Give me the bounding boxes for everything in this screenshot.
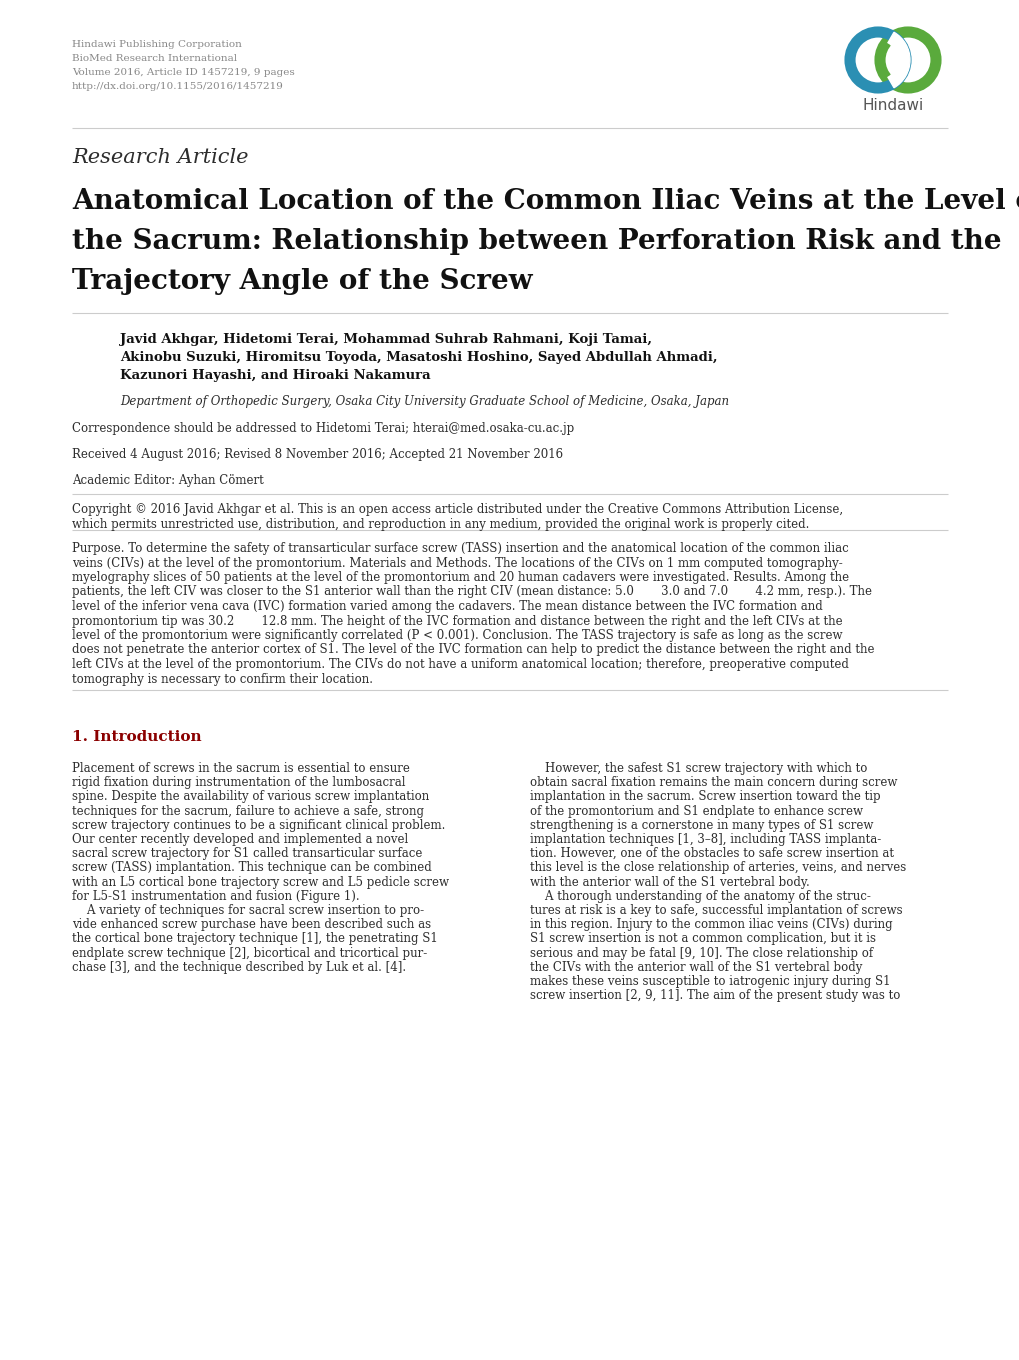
Text: http://dx.doi.org/10.1155/2016/1457219: http://dx.doi.org/10.1155/2016/1457219 (72, 82, 283, 91)
Text: the cortical bone trajectory technique [1], the penetrating S1: the cortical bone trajectory technique [… (72, 933, 437, 945)
Text: left CIVs at the level of the promontorium. The CIVs do not have a uniform anato: left CIVs at the level of the promontori… (72, 658, 848, 670)
Text: Anatomical Location of the Common Iliac Veins at the Level of: Anatomical Location of the Common Iliac … (72, 188, 1019, 215)
Text: level of the promontorium were significantly correlated (P < 0.001). Conclusion.: level of the promontorium were significa… (72, 628, 842, 642)
Text: of the promontorium and S1 endplate to enhance screw: of the promontorium and S1 endplate to e… (530, 805, 862, 817)
Text: Purpose. To determine the safety of transarticular surface screw (TASS) insertio: Purpose. To determine the safety of tran… (72, 543, 848, 555)
Text: Received 4 August 2016; Revised 8 November 2016; Accepted 21 November 2016: Received 4 August 2016; Revised 8 Novemb… (72, 447, 562, 461)
Text: in this region. Injury to the common iliac veins (CIVs) during: in this region. Injury to the common ili… (530, 918, 892, 932)
Text: the CIVs with the anterior wall of the S1 vertebral body: the CIVs with the anterior wall of the S… (530, 960, 861, 974)
Text: for L5-S1 instrumentation and fusion (Figure 1).: for L5-S1 instrumentation and fusion (Fi… (72, 889, 360, 903)
Text: Correspondence should be addressed to Hidetomi Terai; hterai@med.osaka-cu.ac.jp: Correspondence should be addressed to Hi… (72, 422, 574, 435)
Text: serious and may be fatal [9, 10]. The close relationship of: serious and may be fatal [9, 10]. The cl… (530, 947, 872, 960)
Wedge shape (888, 33, 909, 87)
Text: implantation in the sacrum. Screw insertion toward the tip: implantation in the sacrum. Screw insert… (530, 790, 879, 804)
Text: Javid Akhgar, Hidetomi Terai, Mohammad Suhrab Rahmani, Koji Tamai,: Javid Akhgar, Hidetomi Terai, Mohammad S… (120, 333, 651, 345)
Text: Department of Orthopedic Surgery, Osaka City University Graduate School of Medic: Department of Orthopedic Surgery, Osaka … (120, 394, 729, 408)
Text: sacral screw trajectory for S1 called transarticular surface: sacral screw trajectory for S1 called tr… (72, 847, 422, 861)
Text: tomography is necessary to confirm their location.: tomography is necessary to confirm their… (72, 672, 373, 685)
Text: makes these veins susceptible to iatrogenic injury during S1: makes these veins susceptible to iatroge… (530, 975, 890, 987)
Text: this level is the close relationship of arteries, veins, and nerves: this level is the close relationship of … (530, 861, 905, 874)
Text: Hindawi Publishing Corporation: Hindawi Publishing Corporation (72, 39, 242, 49)
Text: tion. However, one of the obstacles to safe screw insertion at: tion. However, one of the obstacles to s… (530, 847, 893, 861)
Text: patients, the left CIV was closer to the S1 anterior wall than the right CIV (me: patients, the left CIV was closer to the… (72, 586, 871, 598)
Text: Research Article: Research Article (72, 148, 249, 167)
Text: endplate screw technique [2], bicortical and tricortical pur-: endplate screw technique [2], bicortical… (72, 947, 427, 960)
Text: Placement of screws in the sacrum is essential to ensure: Placement of screws in the sacrum is ess… (72, 762, 410, 775)
Text: myelography slices of 50 patients at the level of the promontorium and 20 human : myelography slices of 50 patients at the… (72, 571, 848, 583)
Text: does not penetrate the anterior cortex of S1. The level of the IVC formation can: does not penetrate the anterior cortex o… (72, 643, 873, 657)
Text: screw insertion [2, 9, 11]. The aim of the present study was to: screw insertion [2, 9, 11]. The aim of t… (530, 989, 900, 1002)
Text: Kazunori Hayashi, and Hiroaki Nakamura: Kazunori Hayashi, and Hiroaki Nakamura (120, 369, 430, 382)
Text: Akinobu Suzuki, Hiromitsu Toyoda, Masatoshi Hoshino, Sayed Abdullah Ahmadi,: Akinobu Suzuki, Hiromitsu Toyoda, Masato… (120, 351, 716, 364)
Text: A variety of techniques for sacral screw insertion to pro-: A variety of techniques for sacral screw… (72, 904, 424, 917)
Text: rigid fixation during instrumentation of the lumbosacral: rigid fixation during instrumentation of… (72, 777, 406, 789)
Text: A thorough understanding of the anatomy of the struc-: A thorough understanding of the anatomy … (530, 889, 870, 903)
Text: Copyright © 2016 Javid Akhgar et al. This is an open access article distributed : Copyright © 2016 Javid Akhgar et al. Thi… (72, 503, 843, 515)
Text: techniques for the sacrum, failure to achieve a safe, strong: techniques for the sacrum, failure to ac… (72, 805, 424, 817)
Text: S1 screw insertion is not a common complication, but it is: S1 screw insertion is not a common compl… (530, 933, 875, 945)
Text: screw trajectory continues to be a significant clinical problem.: screw trajectory continues to be a signi… (72, 819, 445, 832)
Text: strengthening is a cornerstone in many types of S1 screw: strengthening is a cornerstone in many t… (530, 819, 872, 832)
Text: veins (CIVs) at the level of the promontorium. Materials and Methods. The locati: veins (CIVs) at the level of the promont… (72, 556, 842, 570)
Text: obtain sacral fixation remains the main concern during screw: obtain sacral fixation remains the main … (530, 777, 897, 789)
Text: with an L5 cortical bone trajectory screw and L5 pedicle screw: with an L5 cortical bone trajectory scre… (72, 876, 448, 888)
Text: promontorium tip was 30.2   12.8 mm. The height of the IVC formation and distanc: promontorium tip was 30.2 12.8 mm. The h… (72, 615, 842, 627)
Text: Academic Editor: Ayhan Cömert: Academic Editor: Ayhan Cömert (72, 475, 264, 487)
Text: which permits unrestricted use, distribution, and reproduction in any medium, pr: which permits unrestricted use, distribu… (72, 518, 809, 530)
Text: However, the safest S1 screw trajectory with which to: However, the safest S1 screw trajectory … (530, 762, 866, 775)
Text: screw (TASS) implantation. This technique can be combined: screw (TASS) implantation. This techniqu… (72, 861, 431, 874)
Text: the Sacrum: Relationship between Perforation Risk and the: the Sacrum: Relationship between Perfora… (72, 228, 1001, 256)
Text: tures at risk is a key to safe, successful implantation of screws: tures at risk is a key to safe, successf… (530, 904, 902, 917)
Text: BioMed Research International: BioMed Research International (72, 54, 236, 63)
Text: spine. Despite the availability of various screw implantation: spine. Despite the availability of vario… (72, 790, 429, 804)
Text: chase [3], and the technique described by Luk et al. [4].: chase [3], and the technique described b… (72, 960, 406, 974)
Text: implantation techniques [1, 3–8], including TASS implanta-: implantation techniques [1, 3–8], includ… (530, 832, 880, 846)
Text: Volume 2016, Article ID 1457219, 9 pages: Volume 2016, Article ID 1457219, 9 pages (72, 68, 294, 78)
Text: level of the inferior vena cava (IVC) formation varied among the cadavers. The m: level of the inferior vena cava (IVC) fo… (72, 600, 822, 613)
Text: Hindawi: Hindawi (861, 98, 923, 113)
Text: vide enhanced screw purchase have been described such as: vide enhanced screw purchase have been d… (72, 918, 431, 932)
Text: with the anterior wall of the S1 vertebral body.: with the anterior wall of the S1 vertebr… (530, 876, 809, 888)
Text: Our center recently developed and implemented a novel: Our center recently developed and implem… (72, 832, 408, 846)
Text: 1. Introduction: 1. Introduction (72, 730, 202, 744)
Text: Trajectory Angle of the Screw: Trajectory Angle of the Screw (72, 268, 532, 295)
